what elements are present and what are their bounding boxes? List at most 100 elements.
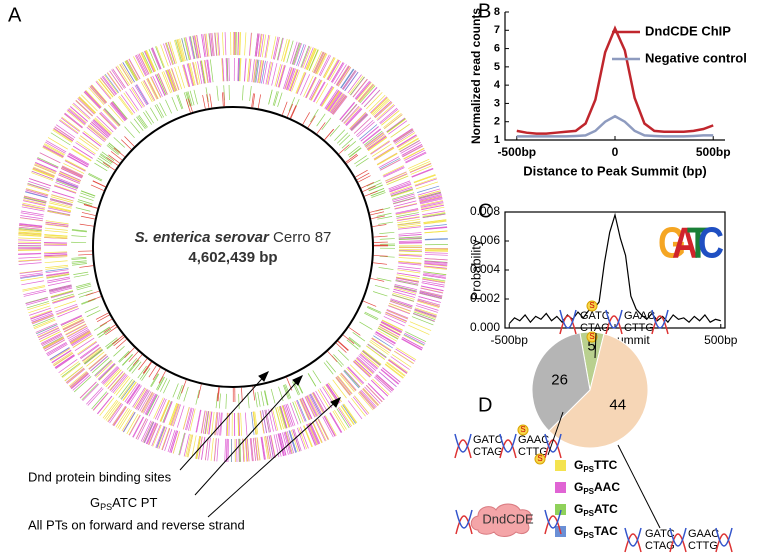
track-tick [170,403,179,426]
g: G [90,495,100,510]
track-tick [332,95,347,115]
track-tick [211,411,215,435]
track-tick [52,296,75,304]
track-tick [140,391,153,413]
track-tick [18,259,42,262]
track-tick [80,344,100,360]
track-tick [353,360,371,377]
seq: CTAG [473,446,503,458]
sub: PS [100,502,112,512]
track-tick [359,321,373,330]
track-tick [423,271,447,276]
track-tick [205,411,210,435]
track-tick [44,242,68,244]
track-tick [386,309,409,320]
track-tick [329,93,345,113]
track-tick [192,35,198,59]
track-tick [391,354,412,368]
track-tick [363,130,383,146]
track-tick [155,46,165,69]
track-tick [56,178,79,188]
track-tick [18,233,42,236]
track-tick [302,397,313,419]
track-tick [312,421,323,443]
track-tick [412,313,435,323]
track-tick [256,437,261,461]
track-tick [331,94,346,114]
track-tick [353,117,372,134]
track-tick [366,179,381,187]
track-tick [63,321,85,333]
track-tick [154,398,166,420]
track-tick [88,174,102,182]
track-tick [424,238,448,240]
track-tick [28,305,51,314]
track-tick [347,366,365,384]
track-tick [386,117,406,132]
arrow [194,375,303,496]
track-tick [96,80,112,99]
track-tick [44,254,68,257]
track-tick [253,411,257,435]
track-tick [32,168,55,178]
track-tick [142,421,153,443]
track-tick [84,349,103,365]
track-tick [355,169,368,178]
track-tick [373,101,392,118]
dna-strand [544,515,562,535]
track-tick [420,285,444,291]
track-tick [104,108,121,126]
track-tick [371,337,392,351]
track-tick [330,94,345,114]
track-tick [73,271,89,275]
track-tick [151,47,162,70]
track-tick [327,91,342,112]
track-tick [254,437,259,461]
track-tick [284,384,290,399]
track-tick [277,37,284,61]
track-tick [25,298,49,306]
track-tick [238,393,240,409]
track-tick [367,136,387,151]
track-tick [217,387,220,402]
track-tick [76,283,91,289]
track-tick [22,200,46,206]
track-tick [376,152,398,165]
track-tick [393,129,414,143]
track-tick [260,391,265,407]
track-tick [36,325,59,336]
track-tick [50,196,74,204]
arrow [179,371,269,471]
track-tick [83,130,103,146]
track-tick [23,289,46,296]
track-tick [238,438,240,462]
track-tick [421,282,445,288]
track-tick [343,403,358,423]
track-tick [393,128,413,142]
track-tick [282,432,289,455]
y-tick-label: 2 [494,116,500,128]
track-tick [176,384,183,400]
track-tick [413,312,435,322]
track-tick [32,168,55,178]
track-tick [326,59,339,80]
track-tick [113,336,125,347]
track-tick [85,90,102,108]
track-tick [48,207,71,214]
track-tick [146,50,157,72]
track-tick [375,331,396,344]
track-tick [391,294,415,302]
track-tick [299,398,310,421]
track-tick [339,101,355,120]
track-tick [389,183,412,192]
legend-label: GPSAAC [574,480,620,496]
track-tick [418,192,442,200]
track-tick [20,273,43,278]
pie-label: 26 [551,371,568,388]
track-tick [302,112,310,125]
track-tick [289,402,299,425]
track-tick [66,368,85,384]
track-tick [156,376,164,390]
track-tick [83,91,101,109]
track-tick [346,367,363,386]
